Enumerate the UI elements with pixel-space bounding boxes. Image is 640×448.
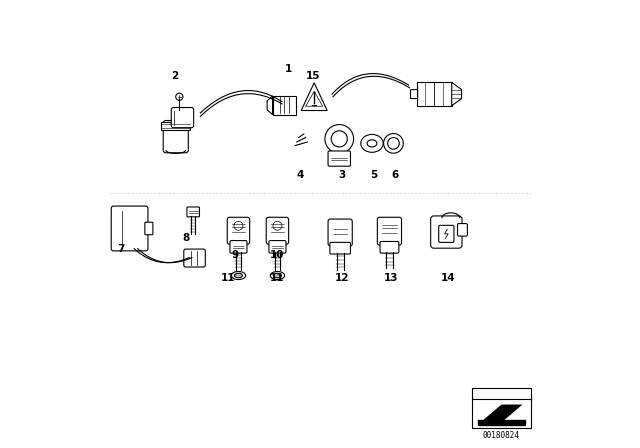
Circle shape: [332, 131, 348, 147]
FancyBboxPatch shape: [269, 241, 286, 253]
Ellipse shape: [367, 140, 377, 147]
Polygon shape: [452, 82, 461, 106]
FancyBboxPatch shape: [187, 207, 200, 217]
FancyBboxPatch shape: [266, 217, 289, 244]
Ellipse shape: [270, 271, 285, 280]
Text: 9: 9: [231, 250, 239, 260]
FancyBboxPatch shape: [328, 151, 351, 166]
FancyBboxPatch shape: [184, 249, 205, 267]
Text: 4: 4: [296, 170, 303, 180]
FancyBboxPatch shape: [163, 121, 188, 153]
FancyBboxPatch shape: [380, 241, 399, 253]
Bar: [472, 388, 531, 428]
Polygon shape: [481, 405, 522, 422]
Text: 7: 7: [117, 244, 124, 254]
FancyBboxPatch shape: [410, 90, 418, 99]
Polygon shape: [306, 91, 323, 106]
Text: 10: 10: [270, 250, 285, 260]
Text: 14: 14: [440, 273, 455, 283]
Text: 15: 15: [306, 71, 321, 81]
FancyBboxPatch shape: [458, 224, 467, 236]
Circle shape: [273, 221, 282, 230]
Polygon shape: [301, 83, 327, 111]
Text: 00180824: 00180824: [483, 431, 520, 439]
Text: 12: 12: [335, 273, 349, 283]
FancyBboxPatch shape: [439, 225, 454, 242]
Circle shape: [234, 221, 243, 230]
FancyBboxPatch shape: [230, 241, 247, 253]
Polygon shape: [267, 96, 273, 115]
Text: 11: 11: [270, 273, 285, 283]
Ellipse shape: [231, 271, 246, 280]
Text: 1: 1: [285, 65, 292, 74]
Text: 8: 8: [182, 233, 189, 243]
Text: 5: 5: [370, 170, 378, 180]
Text: 2: 2: [171, 71, 178, 81]
Bar: [417, 82, 452, 106]
FancyBboxPatch shape: [111, 206, 148, 251]
Text: 11: 11: [221, 273, 236, 283]
FancyBboxPatch shape: [172, 108, 194, 128]
Bar: [273, 96, 296, 115]
Circle shape: [388, 138, 399, 149]
FancyBboxPatch shape: [145, 222, 153, 235]
FancyBboxPatch shape: [378, 217, 401, 245]
Circle shape: [325, 125, 354, 153]
Bar: [477, 420, 525, 425]
Ellipse shape: [273, 273, 282, 278]
Text: 13: 13: [383, 273, 398, 283]
Text: 6: 6: [392, 170, 399, 180]
FancyBboxPatch shape: [227, 217, 250, 244]
Circle shape: [176, 93, 183, 100]
FancyBboxPatch shape: [330, 242, 351, 254]
Ellipse shape: [361, 134, 383, 152]
Text: 3: 3: [338, 170, 345, 180]
Circle shape: [383, 134, 403, 153]
FancyBboxPatch shape: [431, 216, 462, 248]
FancyBboxPatch shape: [161, 122, 190, 130]
Ellipse shape: [234, 273, 243, 278]
FancyBboxPatch shape: [328, 219, 352, 246]
